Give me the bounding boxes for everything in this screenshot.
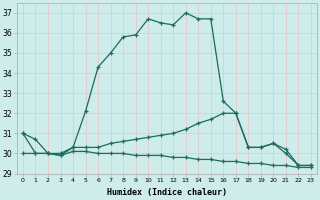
X-axis label: Humidex (Indice chaleur): Humidex (Indice chaleur) [107,188,227,197]
